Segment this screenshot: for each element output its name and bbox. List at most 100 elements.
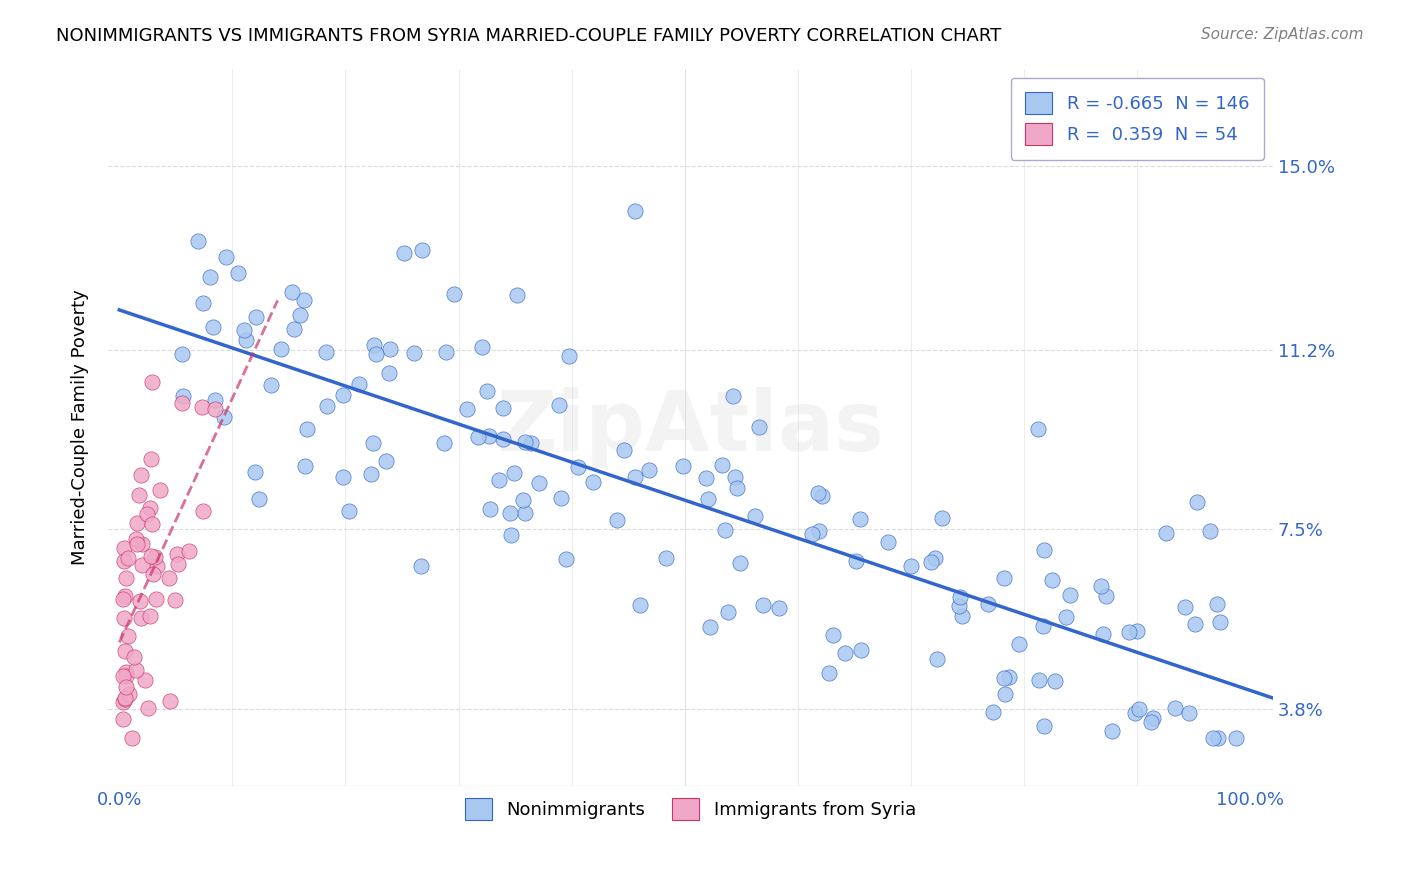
Point [112, 611, 135, 625]
Point [226, 266, 249, 280]
Point [112, 695, 135, 709]
Point [1142, 711, 1164, 725]
Point [294, 459, 316, 474]
Point [112, 591, 135, 606]
Text: NONIMMIGRANTS VS IMMIGRANTS FROM SYRIA MARRIED-COUPLE FAMILY POVERTY CORRELATION: NONIMMIGRANTS VS IMMIGRANTS FROM SYRIA M… [56, 27, 1001, 45]
Point [488, 473, 510, 487]
Point [332, 387, 354, 401]
Point [165, 593, 187, 607]
Point [245, 466, 267, 480]
Point [478, 501, 501, 516]
Point [512, 493, 534, 508]
Point [515, 435, 537, 450]
Point [478, 429, 501, 443]
Point [198, 270, 221, 285]
Point [409, 558, 432, 573]
Point [1026, 422, 1049, 436]
Point [555, 552, 578, 566]
Point [170, 395, 193, 409]
Point [114, 668, 136, 682]
Point [117, 550, 139, 565]
Point [292, 293, 315, 307]
Point [876, 535, 898, 549]
Point [717, 605, 740, 619]
Point [290, 308, 312, 322]
Point [283, 322, 305, 336]
Point [404, 346, 426, 360]
Point [380, 342, 402, 356]
Point [1174, 600, 1197, 615]
Point [332, 470, 354, 484]
Legend: Nonimmigrants, Immigrants from Syria: Nonimmigrants, Immigrants from Syria [450, 784, 931, 835]
Point [613, 443, 636, 458]
Point [1101, 723, 1123, 738]
Point [112, 541, 135, 555]
Point [281, 285, 304, 299]
Point [114, 571, 136, 585]
Point [515, 506, 537, 520]
Point [159, 694, 181, 708]
Point [1209, 615, 1232, 629]
Point [920, 555, 942, 569]
Point [125, 516, 148, 531]
Point [136, 700, 159, 714]
Point [115, 680, 138, 694]
Point [467, 429, 489, 443]
Point [711, 458, 734, 472]
Point [801, 527, 824, 541]
Point [139, 501, 162, 516]
Point [260, 378, 283, 392]
Point [112, 712, 135, 726]
Point [456, 402, 478, 417]
Point [471, 340, 494, 354]
Point [606, 513, 628, 527]
Point [378, 366, 401, 380]
Point [823, 628, 845, 642]
Point [191, 400, 214, 414]
Point [807, 524, 830, 539]
Point [143, 549, 166, 564]
Point [655, 551, 678, 566]
Point [118, 687, 141, 701]
Point [993, 671, 1015, 685]
Point [1032, 619, 1054, 633]
Point [696, 491, 718, 506]
Point [623, 470, 645, 484]
Point [520, 436, 543, 450]
Point [360, 467, 382, 481]
Point [166, 557, 188, 571]
Point [146, 559, 169, 574]
Point [699, 620, 721, 634]
Point [434, 344, 457, 359]
Point [527, 475, 550, 490]
Point [993, 571, 1015, 585]
Point [924, 551, 946, 566]
Point [204, 402, 226, 417]
Text: ZipAtlas: ZipAtlas [496, 387, 884, 468]
Point [900, 559, 922, 574]
Point [443, 286, 465, 301]
Point [187, 234, 209, 248]
Point [157, 571, 180, 585]
Point [316, 399, 339, 413]
Point [295, 422, 318, 436]
Point [721, 389, 744, 403]
Point [502, 466, 524, 480]
Point [375, 454, 398, 468]
Point [115, 665, 138, 679]
Point [768, 600, 790, 615]
Point [1033, 718, 1056, 732]
Point [948, 599, 970, 613]
Point [1163, 701, 1185, 715]
Point [499, 506, 522, 520]
Point [166, 547, 188, 561]
Point [121, 731, 143, 745]
Point [807, 486, 830, 500]
Point [499, 528, 522, 542]
Point [752, 598, 775, 612]
Text: Source: ZipAtlas.com: Source: ZipAtlas.com [1201, 27, 1364, 42]
Point [817, 666, 839, 681]
Point [131, 537, 153, 551]
Point [748, 420, 770, 434]
Point [744, 508, 766, 523]
